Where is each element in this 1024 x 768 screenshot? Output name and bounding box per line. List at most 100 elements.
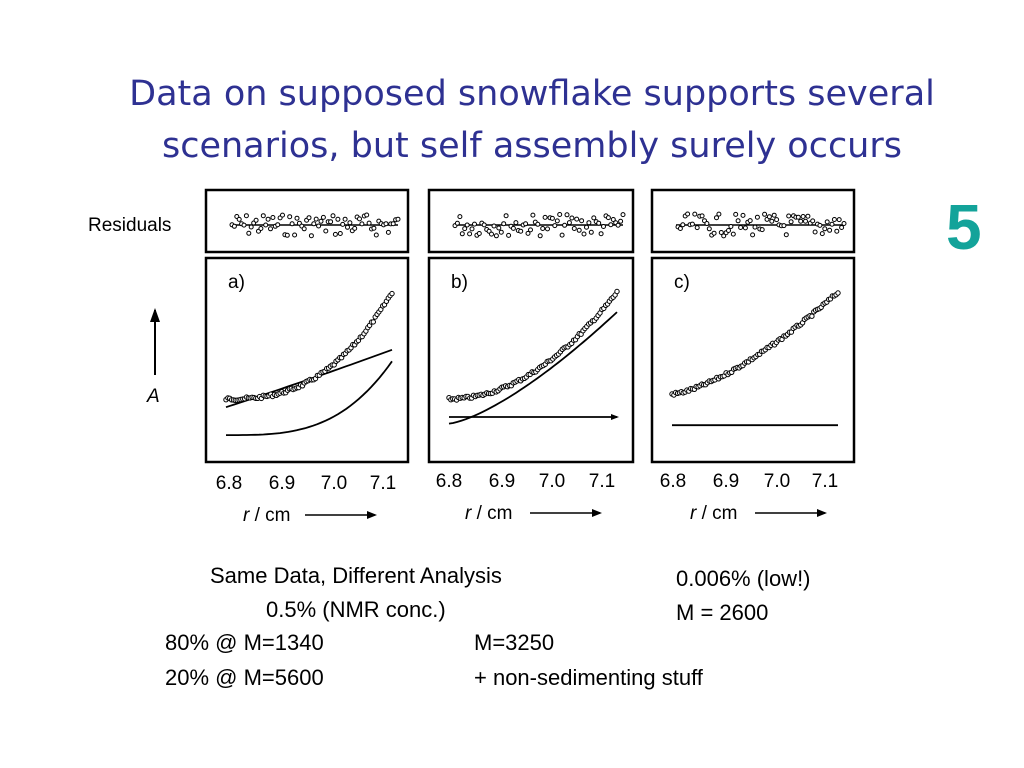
residual-point (771, 212, 777, 218)
x-tick-label: 7.1 (589, 471, 615, 492)
x-axis-label: r / cm (243, 505, 291, 526)
residual-point (323, 228, 329, 234)
residual-point (395, 216, 401, 222)
residual-point (557, 212, 563, 217)
residual-point (721, 233, 727, 239)
residual-point (774, 217, 780, 223)
x-axis-arrowhead (592, 509, 602, 517)
baseline-arrowhead (611, 414, 619, 421)
residual-point (747, 218, 753, 224)
residual-point (554, 218, 560, 224)
x-tick-label: 7.0 (321, 473, 347, 494)
residual-point (506, 232, 512, 238)
residual-point (716, 211, 722, 217)
residual-point (335, 216, 341, 222)
residual-point (824, 219, 830, 225)
residual-point (287, 214, 293, 220)
fit-curve-3 (226, 360, 393, 436)
residual-point (320, 214, 326, 220)
residuals-frame (427, 188, 635, 254)
residual-point (608, 222, 614, 228)
residual-point (706, 226, 712, 232)
y-axis-arrowhead (150, 308, 160, 322)
residual-point (834, 228, 840, 234)
slide-number: 5 (946, 191, 982, 263)
fit-curve-2 (448, 311, 618, 425)
residual-point (689, 221, 695, 227)
residual-point (542, 214, 548, 220)
residual-point (610, 217, 616, 222)
x-tick-label: 6.9 (489, 471, 515, 492)
x-axis-arrowhead (367, 511, 377, 519)
residual-point (301, 226, 307, 232)
residual-point (735, 218, 741, 224)
residual-point (579, 218, 585, 224)
residual-point (795, 214, 801, 220)
residual-point (601, 224, 606, 229)
residual-point (822, 226, 828, 232)
residual-point (766, 214, 772, 220)
residual-point (754, 214, 760, 220)
residual-point (481, 222, 487, 228)
residual-point (615, 222, 621, 228)
residual-point (328, 219, 334, 225)
residual-point (692, 211, 698, 217)
residual-point (270, 215, 276, 220)
residual-point (472, 221, 477, 227)
plot-frame (427, 256, 635, 464)
residuals-label: Residuals (88, 215, 171, 236)
residual-point (231, 223, 237, 229)
residual-point (352, 225, 358, 231)
residual-point (292, 232, 298, 238)
residual-point (798, 218, 804, 224)
residual-point (591, 215, 597, 221)
x-tick-label: 6.8 (436, 471, 462, 492)
residual-point (788, 219, 794, 225)
residual-point (718, 230, 724, 235)
data-point (809, 313, 815, 319)
residual-point (559, 232, 565, 238)
residual-point (576, 227, 582, 233)
data-point (614, 288, 620, 295)
residual-point (265, 216, 271, 222)
caption-b-line1: M=3250 (474, 630, 555, 655)
residual-point (711, 230, 717, 236)
residual-point (620, 212, 626, 218)
residual-point (566, 220, 572, 226)
residual-point (493, 233, 499, 239)
data-point (370, 319, 376, 325)
residual-point (584, 224, 589, 230)
caption-c-line1: 0.006% (low!) (676, 566, 811, 591)
residual-point (260, 213, 266, 219)
residual-point (268, 226, 273, 232)
residual-point (306, 215, 312, 221)
residual-point (738, 225, 744, 230)
residual-point (680, 222, 686, 228)
x-tick-label: 6.9 (269, 473, 295, 494)
residual-point (588, 229, 594, 235)
residual-point (371, 225, 377, 231)
residual-point (750, 232, 756, 238)
residual-point (752, 224, 758, 230)
residual-point (284, 232, 290, 238)
x-axis-label: r / cm (690, 503, 738, 524)
residual-point (571, 226, 577, 231)
caption-a-line2: 20% @ M=5600 (165, 665, 324, 690)
x-tick-label: 7.1 (370, 473, 396, 494)
residual-point (330, 213, 336, 219)
residual-point (457, 214, 463, 220)
residual-point (489, 231, 494, 237)
x-tick-label: 6.8 (216, 473, 242, 494)
x-tick-label: 7.0 (539, 471, 565, 492)
residual-point (694, 225, 700, 231)
residual-point (839, 225, 845, 230)
residual-point (236, 216, 242, 222)
residual-point (476, 231, 482, 236)
residual-point (503, 213, 509, 219)
residual-point (564, 212, 570, 218)
x-axis-arrowhead (817, 509, 827, 517)
residual-point (342, 216, 348, 222)
residual-point (246, 230, 252, 236)
residual-point (800, 214, 806, 219)
residual-point (733, 211, 739, 217)
